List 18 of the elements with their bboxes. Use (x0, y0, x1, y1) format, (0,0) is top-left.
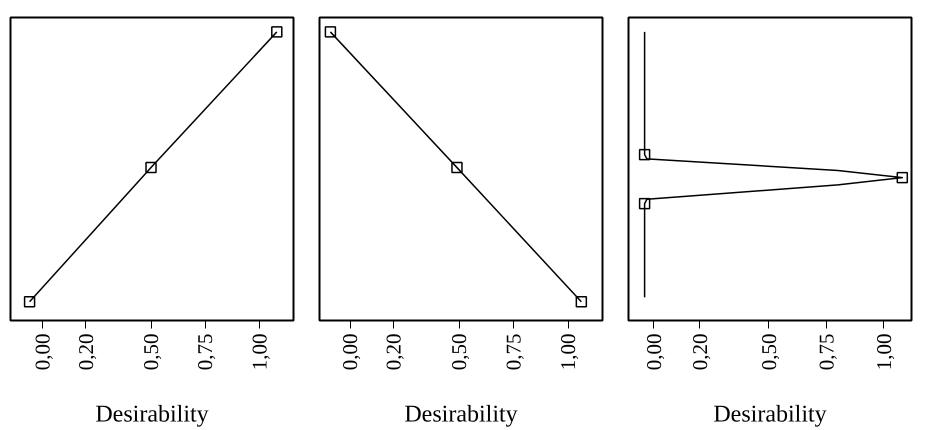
x-tick-label: 0,75 (193, 334, 218, 370)
x-tick-label: 0,50 (139, 334, 164, 370)
x-tick-label: 0,75 (814, 334, 838, 370)
x-axis-title: Desirability (713, 401, 827, 428)
x-tick-label: 0,00 (30, 334, 55, 370)
x-axis-title: Desirability (95, 401, 209, 428)
x-tick-label: 0,20 (74, 334, 98, 370)
x-tick-label: 0,00 (642, 334, 666, 370)
x-axis-title: Desirability (404, 401, 518, 428)
x-tick-label: 0,20 (688, 334, 712, 370)
x-tick-label: 0,20 (382, 334, 406, 370)
x-tick-label: 0,75 (502, 334, 526, 370)
x-tick-label: 1,00 (556, 334, 580, 370)
x-tick-label: 0,50 (447, 334, 472, 370)
x-tick-label: 1,00 (247, 334, 272, 370)
x-tick-label: 0,00 (338, 334, 362, 370)
x-tick-label: 1,00 (872, 334, 896, 370)
x-tick-label: 0,50 (756, 334, 781, 370)
